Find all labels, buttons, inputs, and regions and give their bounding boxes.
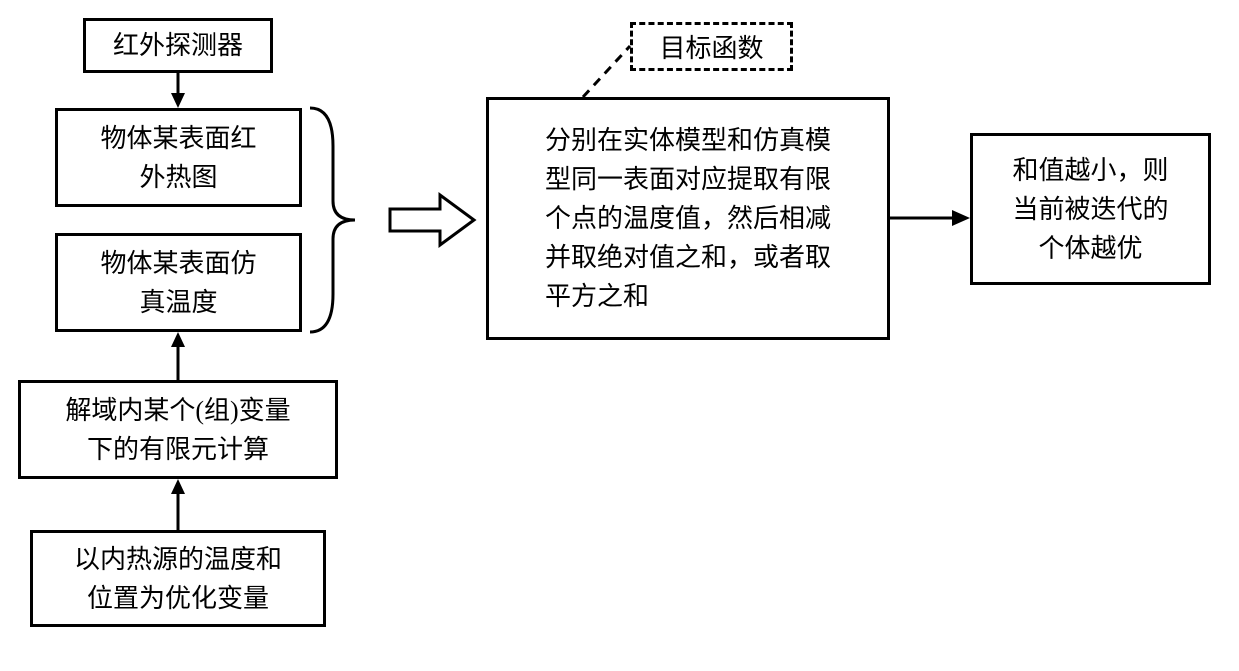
- node-compute-difference: 分别在实体模型和仿真模 型同一表面对应提取有限 个点的温度值，然后相减 并取绝对…: [486, 97, 890, 340]
- node-label: 和值越小，则 当前被迭代的 个体越优: [1012, 151, 1168, 268]
- node-surface-thermal-map: 物体某表面红 外热图: [55, 108, 302, 207]
- node-label: 物体某表面红 外热图: [100, 119, 256, 197]
- node-finite-element-calc: 解域内某个(组)变量 下的有限元计算: [18, 380, 338, 479]
- node-objective-function: 目标函数: [630, 22, 793, 71]
- node-label: 目标函数: [659, 28, 763, 65]
- node-label: 红外探测器: [113, 26, 243, 65]
- node-label: 分别在实体模型和仿真模 型同一表面对应提取有限 个点的温度值，然后相减 并取绝对…: [545, 121, 831, 316]
- arrow-n5-n4: [168, 477, 188, 532]
- node-smaller-better: 和值越小，则 当前被迭代的 个体越优: [970, 133, 1211, 285]
- arrow-n7-n8: [888, 201, 974, 235]
- arrow-n4-n3: [168, 330, 188, 382]
- node-infrared-detector: 红外探测器: [83, 18, 273, 73]
- block-arrow-to-n7: [388, 192, 480, 248]
- curly-brace: [305, 106, 365, 334]
- arrow-n1-n2: [168, 71, 188, 111]
- node-optimization-vars: 以内热源的温度和 位置为优化变量: [30, 530, 326, 627]
- node-label: 物体某表面仿 真温度: [100, 244, 256, 322]
- node-label: 以内热源的温度和 位置为优化变量: [74, 540, 282, 618]
- node-surface-sim-temp: 物体某表面仿 真温度: [55, 233, 302, 332]
- node-label: 解域内某个(组)变量 下的有限元计算: [65, 391, 290, 469]
